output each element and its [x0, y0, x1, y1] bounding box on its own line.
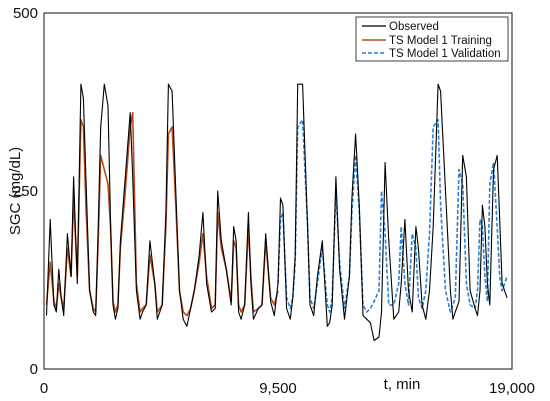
- tick-layer: 0 250 500 0 9,500 19,000: [13, 5, 535, 397]
- y-tick-label: 500: [13, 5, 38, 22]
- series-line-observed: [45, 83, 508, 342]
- legend-label-training: TS Model 1 Training: [389, 35, 492, 47]
- y-tick-label: 250: [13, 183, 38, 200]
- legend-label-observed: Observed: [389, 21, 439, 33]
- y-tick-label: 0: [30, 361, 38, 378]
- x-tick-label: 9,500: [259, 380, 297, 397]
- x-tick-label: 19,000: [489, 380, 535, 397]
- legend-label-validation: TS Model 1 Validation: [389, 48, 501, 60]
- plot-area-frame: [43, 12, 513, 370]
- series-layer: [45, 83, 508, 342]
- y-axis-title: SGC (mg/dL): [7, 147, 24, 235]
- x-tick-label: 0: [40, 380, 48, 397]
- legend: Observed TS Model 1 Training TS Model 1 …: [355, 16, 509, 62]
- x-axis-title: t, min: [384, 376, 421, 393]
- series-line-ts-model-1-validation: [277, 119, 508, 313]
